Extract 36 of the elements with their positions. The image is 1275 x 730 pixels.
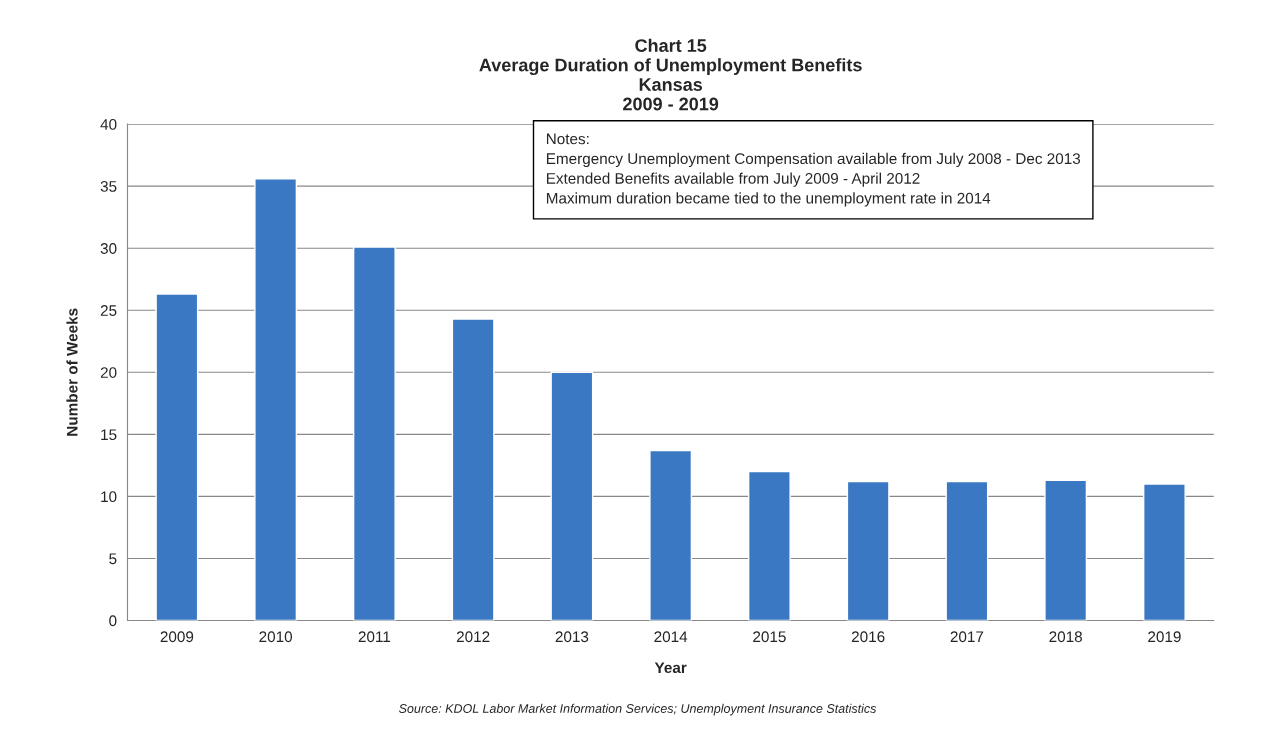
bar [1142,483,1186,621]
chart-title: Chart 15 Average Duration of Unemployment Benefits Kansas 2009 - 2019 [479,38,862,111]
y-tick-label: 25 [100,305,117,316]
x-tick-label: 2010 [259,631,293,643]
x-tick-label: 2017 [950,631,984,643]
x-tick-label: 2014 [654,631,688,643]
x-tick-label: 2016 [851,631,885,643]
bar [451,318,495,621]
y-tick-label: 0 [109,615,117,627]
y-tick-label: 10 [101,491,117,503]
x-tick-label: 2009 [160,631,194,643]
x-tick-label: 2012 [456,631,490,643]
bar [747,470,791,621]
y-tick-label: 40 [100,118,117,130]
bar [846,480,890,621]
x-axis-title: Year [654,662,687,674]
y-tick-label: 5 [109,553,117,565]
x-tick-label: 2013 [555,631,589,643]
y-tick-label: 20 [100,367,117,378]
y-axis-title: Number of Weeks [66,308,78,436]
bar [945,480,989,621]
bar [550,371,594,621]
bar [254,178,298,621]
y-tick-label: 30 [100,243,117,254]
x-tick-label: 2011 [358,631,391,643]
bar [1044,479,1088,621]
bar [155,293,199,621]
y-tick-label: 35 [100,181,117,192]
x-tick-label: 2019 [1148,631,1181,643]
y-tick-label: 15 [101,429,117,441]
x-tick-label: 2015 [753,631,786,643]
bar [649,449,693,621]
bar [352,246,396,621]
source-note: Source: KDOL Labor Market Information Services; Unemployment Insurance Statistics [398,703,877,716]
annotation: Notes: Emergency Unemployment Compensation available from July 2008 - Dec 2013 Extended Benefits available from July 2009 - April 2012 Maximum duration became tied to the unemployment rate in 2014 [546,133,1081,207]
x-tick-label: 2018 [1049,631,1082,643]
